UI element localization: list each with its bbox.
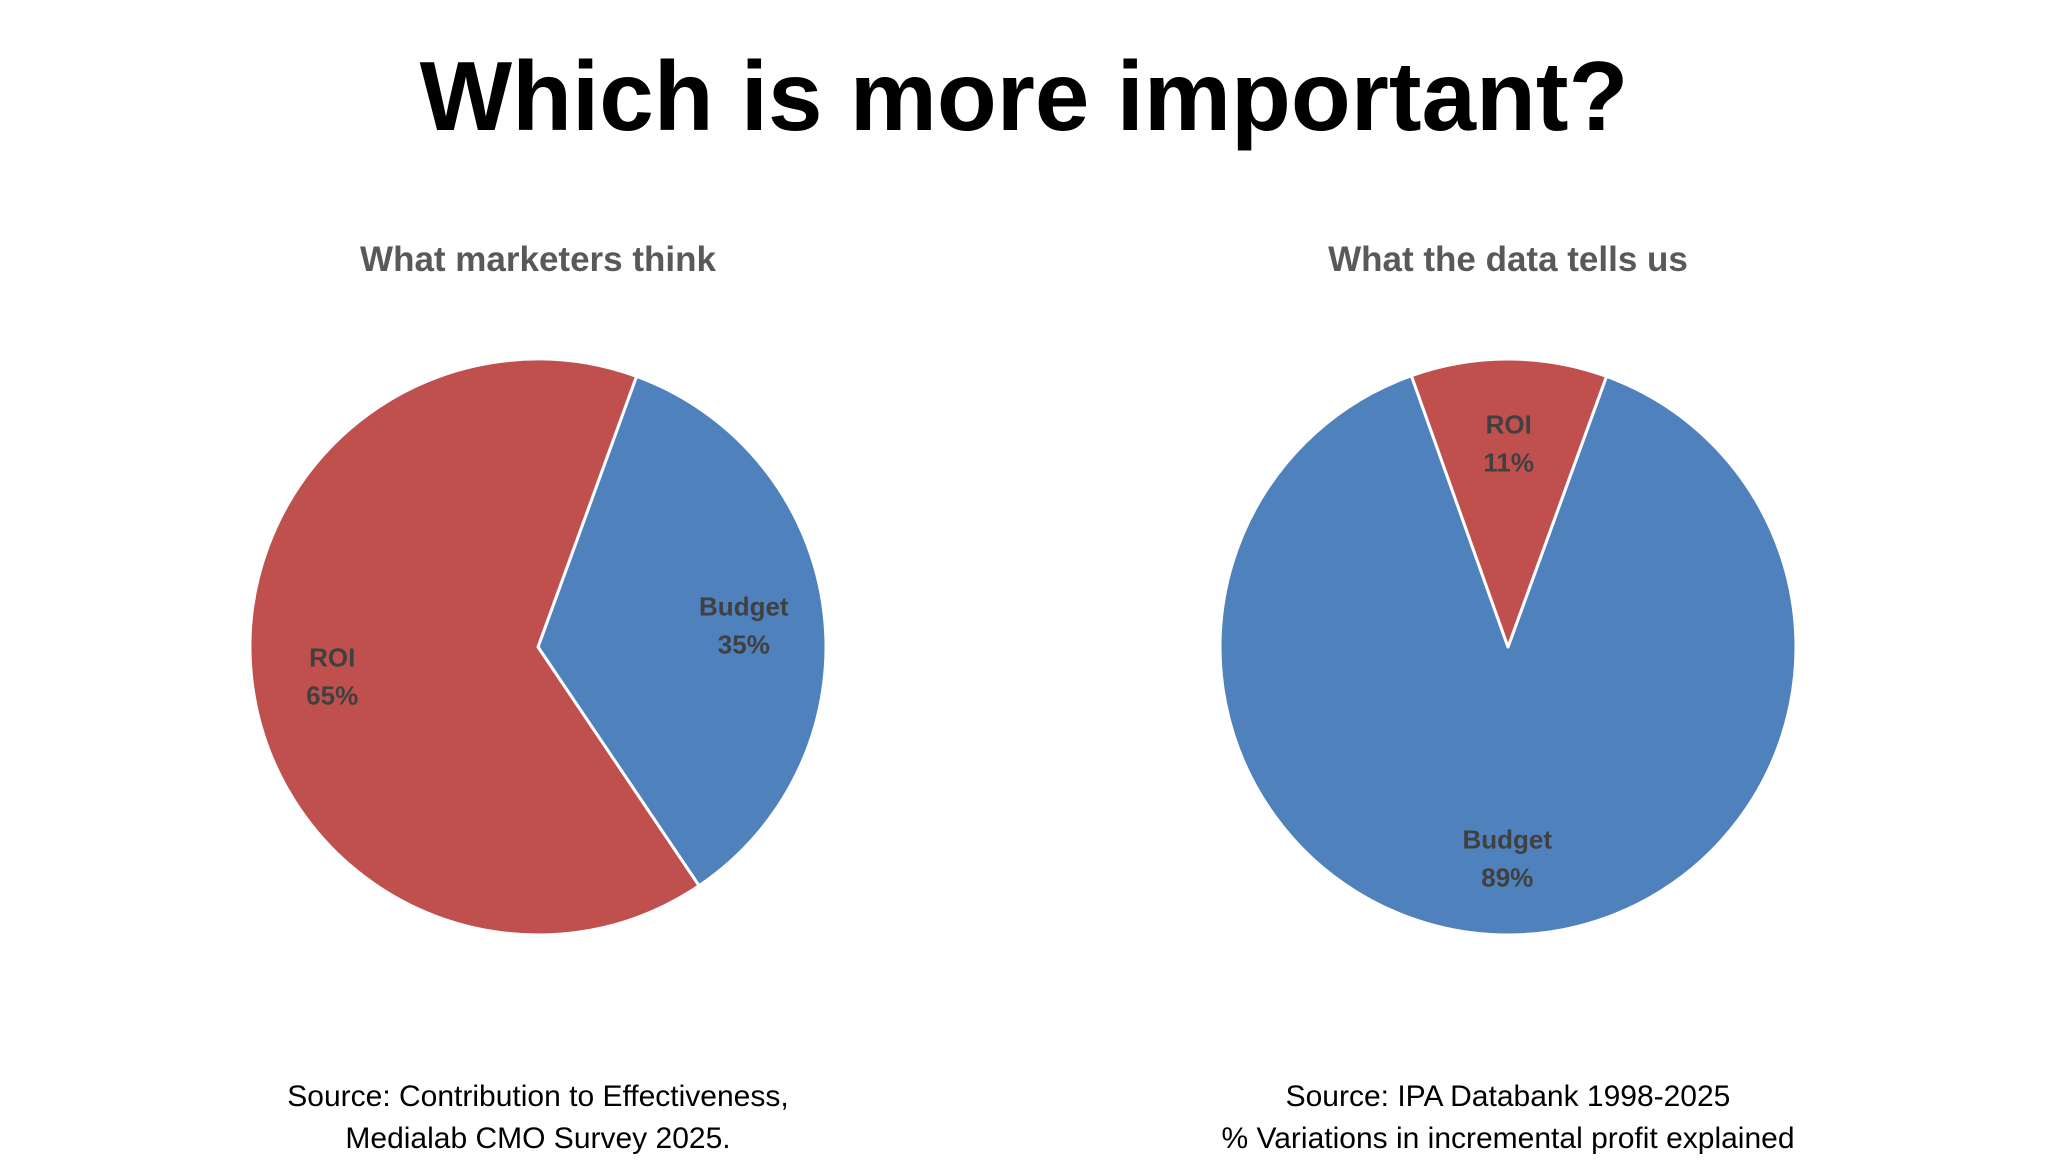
slice-label-name: Budget (1463, 824, 1553, 854)
source-line: Source: Contribution to Effectiveness, (287, 1080, 789, 1113)
source-line: Source: IPA Databank 1998-2025 (1285, 1080, 1731, 1113)
chart-title: What marketers think (360, 240, 716, 279)
slice-label-name: ROI (1486, 410, 1532, 440)
slide-title: Which is more important? (419, 41, 1629, 151)
source-line: % Variations in incremental profit expla… (1221, 1122, 1795, 1155)
slice-label-value: 11% (1483, 448, 1534, 478)
source-note: Source: Contribution to Effectiveness, M… (26, 1076, 1050, 1160)
slice-label-value: 35% (718, 630, 770, 660)
pie-slice-budget (536, 374, 828, 888)
slice-label-value: 89% (1481, 862, 1533, 892)
source-line: Medialab CMO Survey 2025. (345, 1122, 731, 1155)
chart-panel-data: What the data tells us Budget 89% ROI 11% S… (996, 0, 2020, 1160)
pie-slice-budget (1218, 374, 1798, 937)
pie-chart: Budget 89% ROI 11% (1218, 357, 1798, 937)
chart-title: What the data tells us (1328, 240, 1688, 279)
pie-slice-roi (1409, 357, 1609, 649)
pie-chart: Budget 35% ROI 65% (248, 357, 828, 937)
source-note: Source: IPA Databank 1998-2025 % Variati… (996, 1076, 2020, 1160)
pie-slice-roi (248, 357, 701, 937)
slice-label-name: ROI (309, 642, 355, 672)
chart-panel-marketers: What marketers think Budget 35% ROI 65% Sou… (26, 0, 1050, 1160)
slice-label-value: 65% (306, 680, 358, 710)
slice-label-name: Budget (699, 592, 789, 622)
